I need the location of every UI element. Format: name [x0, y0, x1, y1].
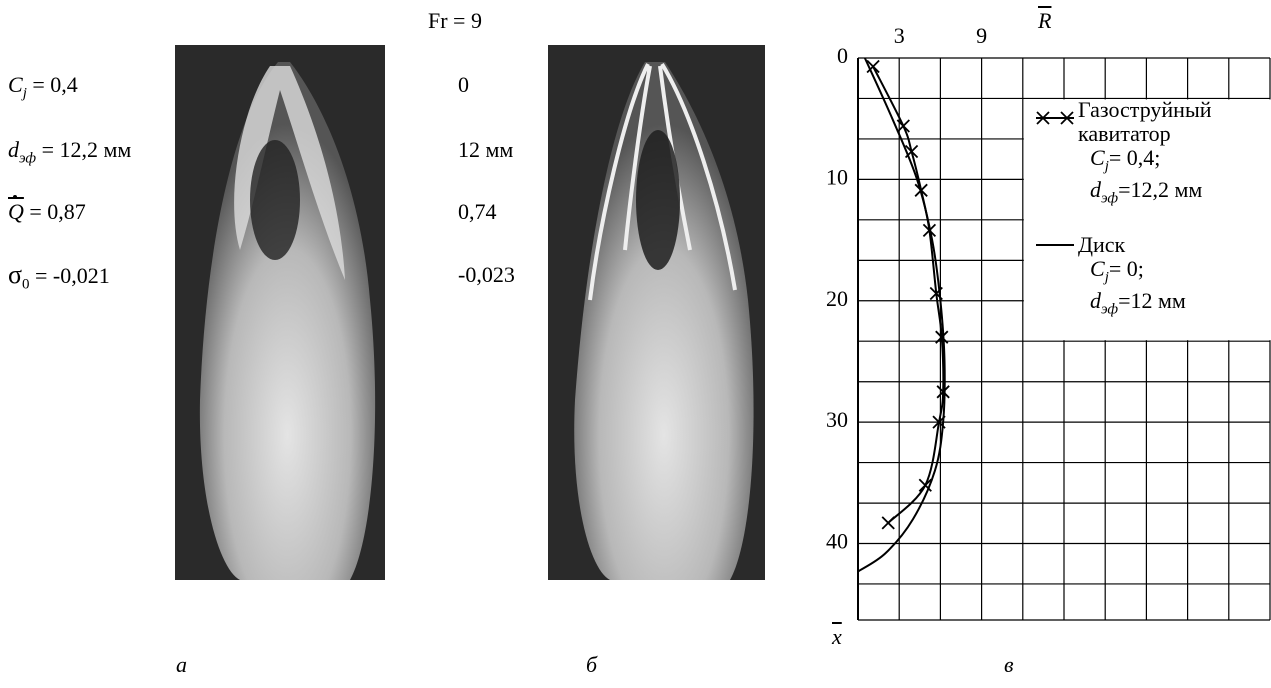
param: Cj = 0,4: [8, 72, 78, 106]
caption: б: [586, 652, 598, 677]
subscript: j: [1104, 269, 1109, 286]
symbol: C: [8, 72, 23, 97]
value: = 12,2 мм: [41, 137, 132, 162]
y-axis-label: x: [832, 624, 842, 649]
x-tick-label: 3: [894, 23, 905, 48]
param-b: -0,023: [458, 262, 515, 287]
symbol: d: [8, 137, 19, 162]
marker-stroke: [1060, 111, 1074, 125]
y-tick-label: 0: [837, 43, 848, 68]
marker: [1060, 111, 1074, 125]
subscript: эф: [19, 150, 37, 167]
subscript: j: [22, 85, 27, 102]
subscript: j: [1104, 158, 1109, 175]
legend-box: [1023, 99, 1271, 341]
legend-entry: Газоструйный кавитатор Cj= 0,4; dэф=12,2…: [1078, 98, 1266, 211]
legend-entry: Диск Cj= 0; dэф=12 мм: [1078, 233, 1266, 322]
legend-label: Газоструйный кавитатор: [1078, 97, 1212, 146]
subscript: эф: [1101, 190, 1119, 207]
x-tick-label: 9: [976, 23, 987, 48]
x-axis-label: R: [1038, 8, 1052, 33]
y-tick-label: 20: [826, 286, 848, 311]
photo-b: [548, 45, 765, 580]
symbol: C: [1090, 256, 1105, 281]
series-line: [857, 57, 946, 573]
value: =12 мм: [1118, 288, 1186, 314]
marker-stroke: [935, 330, 949, 344]
y-tick-label: 30: [826, 407, 848, 432]
value: =12,2 мм: [1118, 177, 1203, 203]
param: dэф = 12,2 мм: [8, 137, 131, 171]
marker-stroke: [881, 516, 895, 530]
value: = 0;: [1108, 256, 1144, 281]
marker-stroke: [1036, 111, 1050, 125]
marker-stroke: [896, 119, 910, 133]
param: Q = 0,87: [8, 199, 86, 233]
value: = 0,4;: [1108, 145, 1161, 170]
param: σ0 = -0,021: [8, 262, 110, 297]
value: = -0,021: [35, 263, 110, 288]
legend-note: Cj= 0;: [1078, 257, 1266, 289]
symbol: d: [1090, 177, 1101, 203]
marker: [1036, 111, 1050, 125]
legend-note: Cj= 0,4;: [1078, 146, 1266, 178]
symbol: d: [1090, 288, 1101, 314]
photo-a: [175, 45, 385, 580]
legend-note: dэф=12,2 мм: [1078, 178, 1266, 210]
marker-stroke: [929, 286, 943, 301]
subscript: 0: [22, 276, 30, 293]
marker: [918, 478, 932, 492]
legend-label: Диск: [1078, 232, 1126, 257]
caption: а: [176, 652, 187, 677]
marker-stroke: [936, 385, 950, 399]
marker: [936, 385, 950, 399]
legend-note: dэф=12 мм: [1078, 289, 1266, 321]
symbol: C: [1090, 145, 1105, 170]
marker-stroke: [918, 478, 932, 492]
y-tick-label: 40: [826, 529, 848, 554]
symbol: σ: [8, 260, 23, 289]
title: Fr = 9: [428, 8, 482, 33]
param-b: 0: [458, 72, 469, 97]
param-b: 0,74: [458, 199, 497, 224]
value: = 0,4: [32, 72, 78, 97]
marker: [881, 516, 895, 530]
param-b: 12 мм: [458, 137, 514, 162]
marker: [866, 59, 880, 74]
series-line: [872, 66, 945, 524]
marker-stroke: [866, 59, 880, 74]
caption: в: [1004, 652, 1014, 677]
marker: [935, 330, 949, 344]
subscript: эф: [1101, 301, 1119, 318]
marker: [896, 119, 910, 133]
symbol: Q: [8, 199, 24, 224]
y-tick-label: 10: [826, 164, 848, 189]
value: = 0,87: [29, 199, 86, 224]
